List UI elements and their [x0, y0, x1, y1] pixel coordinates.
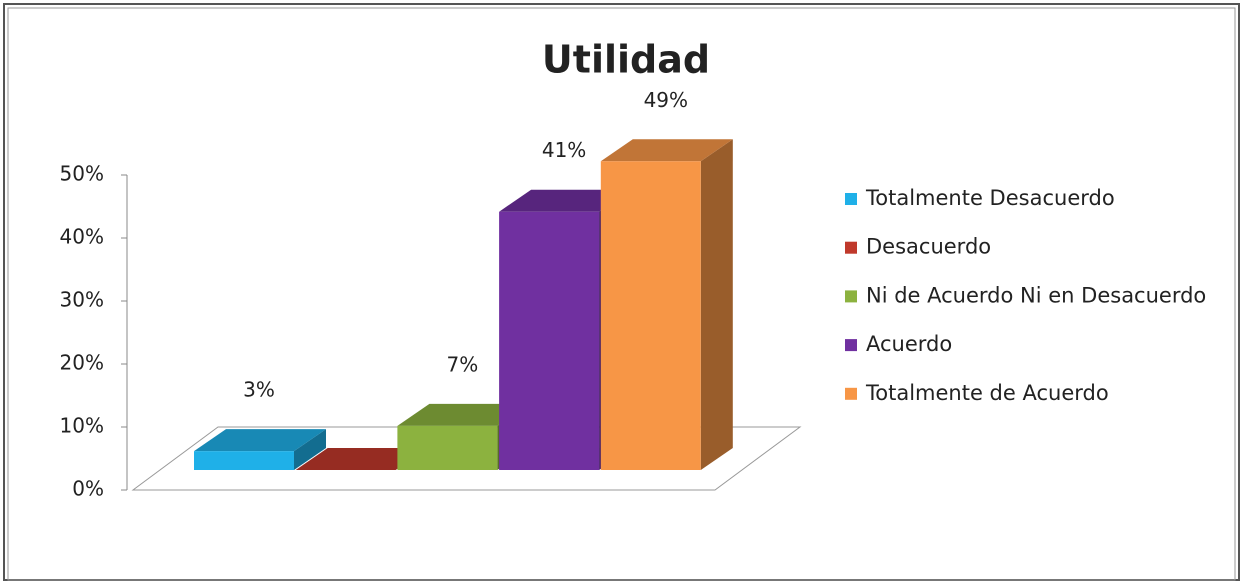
bar-top: [194, 429, 326, 452]
bar-front: [499, 211, 600, 470]
y-tick-label: 40%: [60, 225, 104, 249]
data-label: 3%: [243, 378, 275, 402]
bar: [194, 429, 326, 470]
y-tick-label: 0%: [72, 477, 104, 501]
bar-front: [600, 161, 701, 471]
bar-top: [397, 403, 530, 426]
bar-top: [499, 189, 632, 212]
legend-swatch: [845, 387, 857, 400]
bar-top: [295, 448, 428, 470]
legend-swatch: [845, 339, 857, 352]
bar-front: [397, 425, 498, 470]
legend-swatch: [845, 241, 857, 254]
bar: [600, 139, 733, 471]
bar-side: [294, 429, 326, 470]
legend-label: Ni de Acuerdo Ni en Desacuerdo: [866, 283, 1206, 307]
data-label: 49%: [644, 88, 688, 112]
legend-swatch: [845, 290, 857, 303]
chart-title: Utilidad: [542, 38, 710, 82]
legend-label: Acuerdo: [866, 332, 952, 356]
legend-swatch: [845, 193, 857, 205]
legend-label: Totalmente Desacuerdo: [865, 186, 1115, 210]
bar-front: [194, 451, 294, 470]
y-tick-label: 50%: [60, 162, 104, 186]
data-label: 7%: [447, 352, 479, 376]
y-tick-label: 20%: [60, 351, 104, 375]
y-tick-label: 10%: [60, 414, 104, 438]
bar: [295, 448, 428, 470]
bar-side: [700, 139, 733, 471]
y-tick-label: 30%: [60, 288, 104, 312]
legend-label: Desacuerdo: [866, 235, 991, 259]
data-label: 41%: [542, 138, 586, 162]
legend-label: Totalmente de Acuerdo: [865, 381, 1109, 405]
bar-top: [600, 139, 733, 162]
inner-frame: [7, 7, 1236, 581]
